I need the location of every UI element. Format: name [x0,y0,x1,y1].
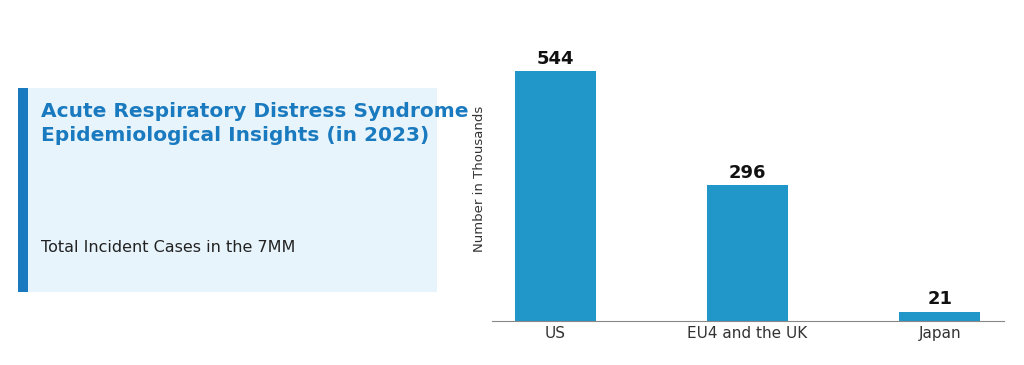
Text: 544: 544 [537,50,573,68]
Bar [515,72,596,321]
FancyBboxPatch shape [18,88,437,292]
Y-axis label: Number in Thousands: Number in Thousands [473,106,486,252]
Bar [708,185,787,321]
Bar [899,312,980,321]
Text: 21: 21 [928,290,952,308]
Text: Acute Respiratory Distress Syndrome
Epidemiological Insights (in 2023): Acute Respiratory Distress Syndrome Epid… [41,102,469,145]
FancyBboxPatch shape [18,88,28,292]
Text: Total Incident Cases in the 7MM: Total Incident Cases in the 7MM [41,241,296,256]
Text: 296: 296 [729,164,766,182]
